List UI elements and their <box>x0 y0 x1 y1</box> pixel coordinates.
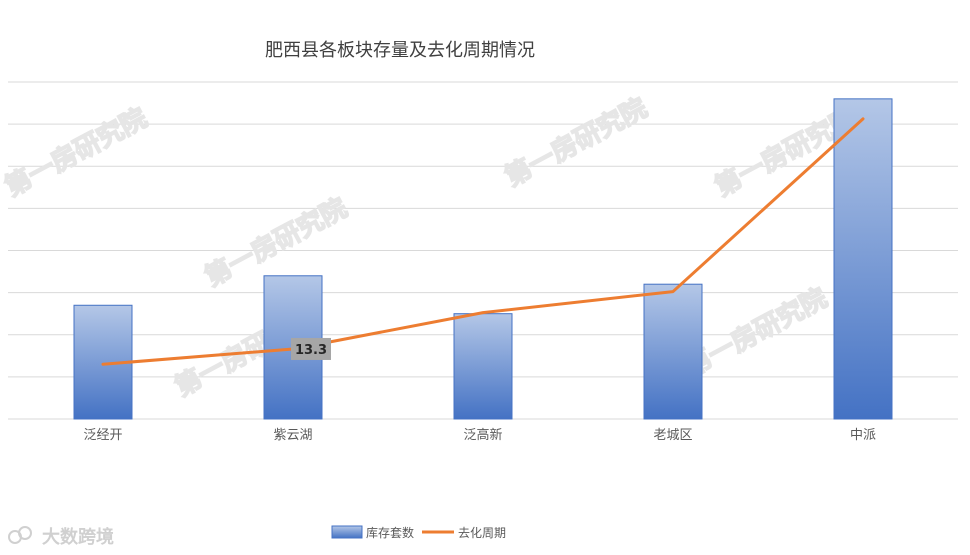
bar <box>643 283 703 420</box>
logo-icon <box>8 526 36 546</box>
line-series <box>101 117 865 366</box>
data-label: 13.3 <box>295 343 327 358</box>
watermark-logo: 大数跨境 <box>8 523 114 549</box>
watermark: 第一房研究院 <box>680 282 832 383</box>
watermark-logo-text: 大数跨境 <box>42 527 114 548</box>
bar <box>833 98 893 420</box>
legend-swatch-bar <box>331 525 363 539</box>
legend-label: 去化周期 <box>458 526 506 540</box>
x-tick-label: 老城区 <box>653 428 692 443</box>
watermark: 第一房研究院 <box>0 102 152 203</box>
x-tick-label: 中派 <box>850 428 876 443</box>
x-tick-label: 泛高新 <box>463 427 502 443</box>
chart-title: 肥西县各板块存量及去化周期情况 <box>265 40 535 61</box>
x-tick-label: 泛经开 <box>83 428 122 443</box>
bar <box>73 304 133 420</box>
data-label-box <box>291 337 331 360</box>
x-tick-label: 紫云湖 <box>273 428 312 443</box>
bar <box>453 313 513 420</box>
legend-label: 库存套数 <box>366 525 414 540</box>
watermark: 第一房研究院 <box>500 92 652 193</box>
